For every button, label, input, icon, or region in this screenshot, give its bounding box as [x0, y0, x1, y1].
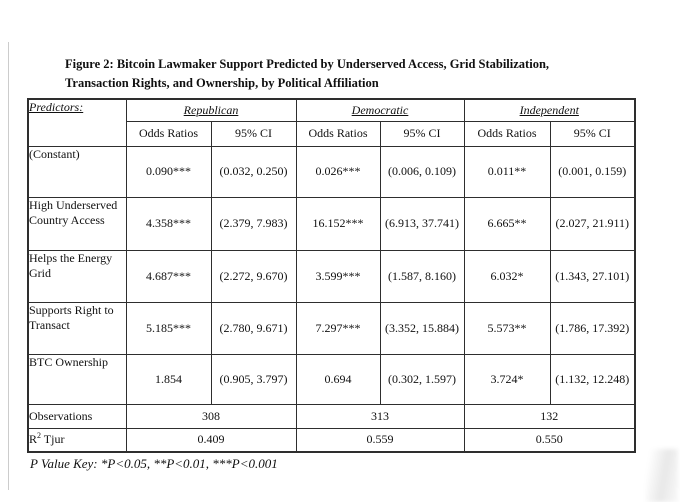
ci-cell: (0.302, 1.597) — [379, 353, 465, 405]
r2-label-rest: Tjur — [41, 432, 65, 447]
group-header-republican: Republican — [125, 98, 297, 122]
ci-cell: (0.006, 0.109) — [379, 145, 465, 198]
subheader-row: Odds Ratios 95% CI Odds Ratios 95% CI Od… — [28, 120, 636, 147]
ci-cell: (1.587, 8.160) — [379, 249, 465, 303]
subheader-odds-independent: Odds Ratios — [463, 120, 551, 147]
odds-cell: 0.026*** — [295, 145, 381, 198]
odds-cell: 4.687*** — [125, 249, 212, 303]
observations-independent: 132 — [463, 403, 636, 429]
subheader-odds-democratic: Odds Ratios — [295, 120, 381, 147]
odds-cell: 0.011** — [463, 145, 551, 198]
group-label: Independent — [519, 102, 579, 117]
odds-cell: 16.152*** — [295, 196, 381, 251]
r2-label-sup: 2 — [37, 431, 42, 441]
odds-cell: 0.694 — [295, 353, 381, 405]
observations-row: Observations 308 313 132 — [27, 403, 636, 429]
r2-republican: 0.409 — [125, 427, 297, 453]
page-edge-left — [8, 42, 9, 490]
figure-title: Figure 2: Bitcoin Lawmaker Support Predi… — [65, 55, 550, 93]
odds-cell: 5.185*** — [125, 301, 212, 355]
predictors-label: Predictors: — [29, 100, 84, 114]
ci-cell: (0.001, 0.159) — [549, 145, 636, 198]
odds-cell: 7.297*** — [295, 301, 381, 355]
group-header-row: Predictors: Republican Democratic Indepe… — [27, 98, 636, 147]
ci-cell: (3.352, 15.884) — [379, 301, 465, 355]
regression-table: Predictors: Republican Democratic Indepe… — [27, 98, 636, 453]
predictor-label: BTC Ownership — [27, 353, 127, 405]
r2-tjur-row: R2 Tjur 0.409 0.559 0.550 — [27, 427, 636, 453]
observations-republican: 308 — [125, 403, 297, 429]
table-row: Helps the Energy Grid 4.687*** (2.272, 9… — [27, 249, 636, 303]
odds-cell: 4.358*** — [125, 196, 212, 251]
r2-tjur-label: R2 Tjur — [27, 427, 127, 453]
ci-cell: (0.905, 3.797) — [210, 353, 297, 405]
observations-democratic: 313 — [295, 403, 465, 429]
ci-cell: (6.913, 37.741) — [379, 196, 465, 251]
page-corner-shadow — [646, 449, 678, 502]
group-label: Democratic — [351, 102, 409, 117]
predictor-label: (Constant) — [27, 145, 127, 198]
predictor-label: High Underserved Country Access — [27, 196, 127, 251]
predictor-label: Helps the Energy Grid — [27, 249, 127, 303]
odds-cell: 6.665** — [463, 196, 551, 251]
odds-cell: 0.090*** — [125, 145, 212, 198]
ci-cell: (2.027, 21.911) — [549, 196, 636, 251]
odds-cell: 6.032* — [463, 249, 551, 303]
table-row: (Constant) 0.090*** (0.032, 0.250) 0.026… — [27, 145, 636, 198]
odds-cell: 3.724* — [463, 353, 551, 405]
table-row: High Underserved Country Access 4.358***… — [27, 196, 636, 251]
ci-cell: (2.780, 9.671) — [210, 301, 297, 355]
table-row: Supports Right to Transact 5.185*** (2.7… — [27, 301, 636, 355]
ci-cell: (1.343, 27.101) — [549, 249, 636, 303]
r2-label-base: R — [29, 432, 38, 447]
group-header-democratic: Democratic — [295, 98, 465, 122]
ci-cell: (0.032, 0.250) — [210, 145, 297, 198]
ci-cell: (2.272, 9.670) — [210, 249, 297, 303]
odds-cell: 1.854 — [125, 353, 212, 405]
table-row: BTC Ownership 1.854 (0.905, 3.797) 0.694… — [27, 353, 636, 405]
observations-label: Observations — [27, 403, 127, 429]
odds-cell: 3.599*** — [295, 249, 381, 303]
group-label: Republican — [183, 102, 239, 117]
ci-cell: (1.786, 17.392) — [549, 301, 636, 355]
p-value-key: P Value Key: *P<0.05, **P<0.01, ***P<0.0… — [30, 456, 278, 471]
figure-title-line2: Transaction Rights, and Ownership, by Po… — [65, 76, 379, 90]
ci-cell: (2.379, 7.983) — [210, 196, 297, 251]
ci-cell: (1.132, 12.248) — [549, 353, 636, 405]
subheader-ci-independent: 95% CI — [549, 120, 636, 147]
figure-title-line1: Figure 2: Bitcoin Lawmaker Support Predi… — [65, 57, 550, 71]
r2-independent: 0.550 — [463, 427, 636, 453]
subheader-ci-republican: 95% CI — [210, 120, 297, 147]
group-header-independent: Independent — [463, 98, 636, 122]
predictors-header-cell: Predictors: — [27, 98, 127, 147]
subheader-odds-republican: Odds Ratios — [125, 120, 212, 147]
predictor-label: Supports Right to Transact — [27, 301, 127, 355]
r2-democratic: 0.559 — [295, 427, 465, 453]
subheader-ci-democratic: 95% CI — [379, 120, 465, 147]
odds-cell: 5.573** — [463, 301, 551, 355]
